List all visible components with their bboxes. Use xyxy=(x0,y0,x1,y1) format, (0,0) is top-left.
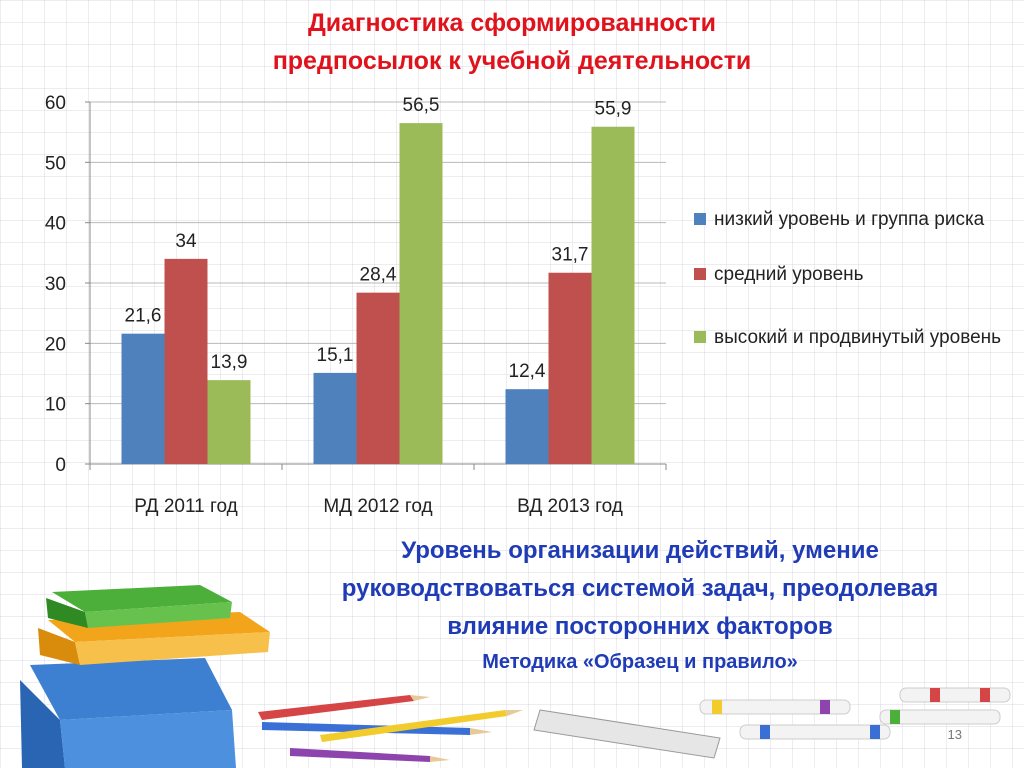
slide-title: Диагностика сформированности предпосылок… xyxy=(0,4,1024,80)
chart-bars xyxy=(121,123,635,464)
legend-item-low: низкий уровень и группа риска xyxy=(694,205,1014,234)
bar-series-1-cat-2 xyxy=(548,272,592,464)
x-category-label: ВД 2013 год xyxy=(517,496,623,517)
data-label-series-0-cat-2: 12,4 xyxy=(509,361,546,382)
books-stack-icon xyxy=(20,585,270,768)
data-label-series-1-cat-2: 31,7 xyxy=(552,245,589,266)
method-caption: Методика «Образец и правило» xyxy=(482,651,798,673)
data-label-series-1-cat-0: 34 xyxy=(175,231,197,252)
y-tick-label: 40 xyxy=(45,214,66,235)
legend-label-medium: средний уровень xyxy=(714,264,864,285)
school-supplies-illustration xyxy=(20,585,1011,768)
x-category-label: МД 2012 год xyxy=(323,496,432,517)
page-number: 13 xyxy=(947,727,962,742)
chart-data-labels: 21,6 34 13,9 15,1 28,4 56,5 12,4 31,7 55,9 xyxy=(125,95,632,382)
pencils-icon xyxy=(258,695,523,762)
data-label-series-2-cat-0: 13,9 xyxy=(211,352,248,373)
markers-icon xyxy=(699,687,1011,740)
legend-swatch-low xyxy=(694,213,706,225)
legend-label-low: низкий уровень и группа риска xyxy=(714,209,985,230)
bar-series-2-cat-1 xyxy=(399,123,443,464)
y-tick-label: 30 xyxy=(45,274,66,295)
slide-subtitle-line-1: Уровень организации действий, умение xyxy=(401,537,879,564)
legend-label-high: высокий и продвинутый уровень xyxy=(714,327,1002,348)
data-label-series-0-cat-1: 15,1 xyxy=(317,345,354,366)
slide-subtitle-line-2: руководствоваться системой задач, преодо… xyxy=(341,575,939,602)
slide-title-line-2: предпосылок к учебной деятельности xyxy=(272,47,752,75)
legend-swatch-high xyxy=(694,331,706,343)
slide-title-line-1: Диагностика сформированности xyxy=(307,9,717,37)
y-tick-label: 20 xyxy=(45,334,66,355)
bar-series-0-cat-1 xyxy=(313,372,357,464)
slide-subtitle-line-3: влияние посторонних факторов xyxy=(447,613,833,640)
data-label-series-0-cat-0: 21,6 xyxy=(125,306,162,327)
bar-series-2-cat-2 xyxy=(591,126,635,464)
ruler-icon xyxy=(533,709,721,759)
y-tick-label: 50 xyxy=(45,153,66,174)
y-tick-label: 60 xyxy=(45,93,66,114)
bar-chart: 0 10 20 30 40 50 60 РД 2011 год МД 2012 год ВД 20… xyxy=(45,93,667,517)
bar-series-2-cat-0 xyxy=(207,380,251,464)
data-label-series-2-cat-1: 56,5 xyxy=(403,95,440,116)
data-label-series-2-cat-2: 55,9 xyxy=(595,99,632,120)
chart-legend: низкий уровень и группа риска средний ур… xyxy=(694,205,1014,378)
bar-series-1-cat-0 xyxy=(164,258,208,464)
bar-series-1-cat-1 xyxy=(356,292,400,464)
y-tick-label: 10 xyxy=(45,395,66,416)
y-tick-label: 0 xyxy=(55,455,66,476)
bar-series-0-cat-2 xyxy=(505,389,549,464)
legend-swatch-medium xyxy=(694,268,706,280)
legend-item-medium: средний уровень xyxy=(694,260,1014,289)
legend-item-high: высокий и продвинутый уровень xyxy=(694,323,1014,352)
bar-series-0-cat-0 xyxy=(121,333,165,464)
data-label-series-1-cat-1: 28,4 xyxy=(360,265,397,286)
x-category-label: РД 2011 год xyxy=(134,496,237,517)
slide-subtitle: Уровень организации действий, умение рук… xyxy=(260,532,1020,646)
chart-axes: 0 10 20 30 40 50 60 РД 2011 год МД 2012 год ВД 20… xyxy=(45,93,667,517)
